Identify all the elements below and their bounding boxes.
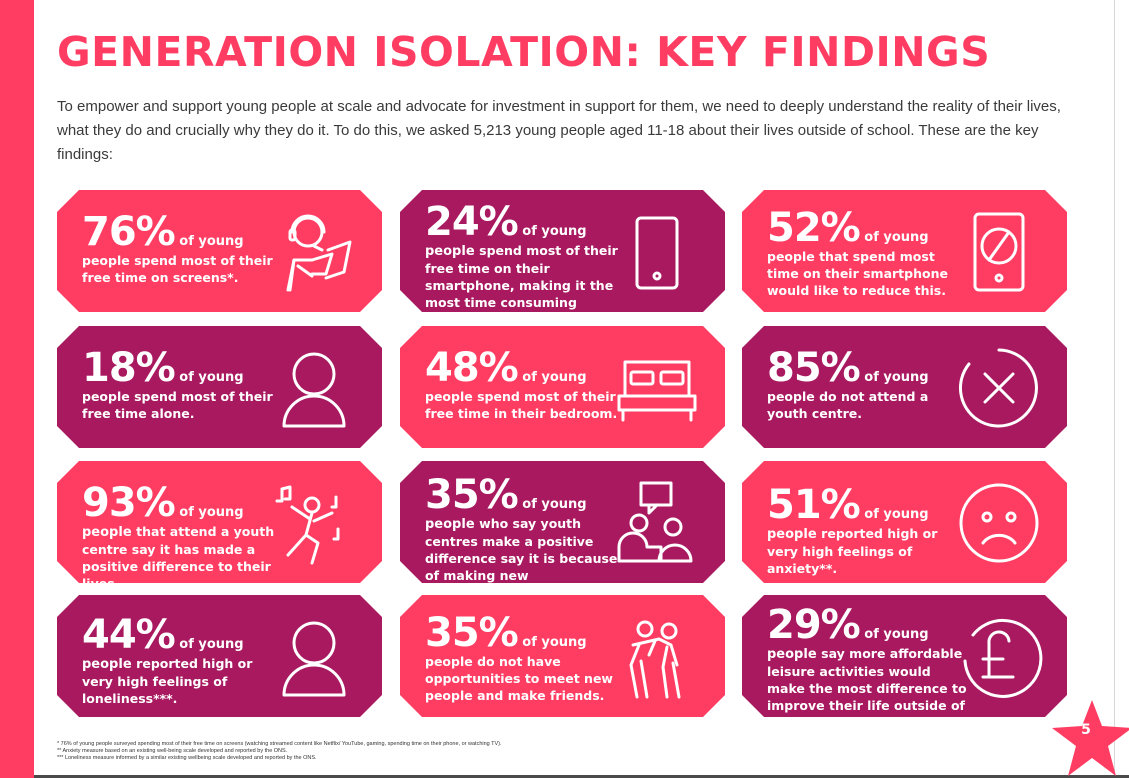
finding-stat: 93% — [82, 480, 176, 526]
footnote-anxiety: ** Anxiety measure based on an existing … — [57, 748, 288, 754]
finding-text: 35% of young people who say youth centre… — [425, 472, 625, 600]
star-icon — [1052, 700, 1129, 776]
finding-stat: 35% — [425, 472, 519, 518]
finding-stat: 24% — [425, 199, 519, 245]
page-bottom-edge — [34, 775, 1129, 778]
finding-card: 93% of young people that attend a youth … — [57, 461, 382, 583]
dancer-icon — [268, 477, 360, 569]
finding-text: 18% of young people spend most of their … — [82, 348, 282, 422]
finding-stat: 76% — [82, 209, 176, 255]
finding-text: 29% of young people say more affordable … — [767, 602, 967, 730]
conversation-icon — [611, 477, 703, 569]
finding-description: people do not attend a youth centre. — [767, 389, 929, 421]
finding-card: 76% of young people spend most of their … — [57, 190, 382, 312]
finding-lead: of young people — [82, 637, 244, 672]
finding-stat: 52% — [767, 205, 861, 251]
finding-text: 51% of young people reported high or ver… — [767, 485, 967, 577]
pound-coin-icon — [953, 611, 1045, 703]
left-accent-bar — [0, 0, 34, 778]
finding-card: 24% of young people spend most of their … — [400, 190, 725, 312]
finding-text: 76% of young people spend most of their … — [82, 212, 282, 286]
finding-description: that attend a youth centre say it has ma… — [82, 524, 275, 591]
finding-stat: 29% — [767, 602, 861, 648]
finding-stat: 51% — [767, 482, 861, 528]
finding-card: 51% of young people reported high or ver… — [742, 461, 1067, 583]
finding-card: 29% of young people say more affordable … — [742, 595, 1067, 717]
finding-card: 44% of young people reported high or ver… — [57, 595, 382, 717]
footnote-screens: * 76% of young people surveyed spending … — [57, 741, 502, 747]
finding-text: 48% of young people spend most of their … — [425, 348, 625, 422]
finding-lead: of young people — [767, 507, 929, 542]
finding-lead: of young — [859, 230, 929, 245]
finding-description: people that spend most time on their sma… — [767, 249, 948, 298]
finding-stat: 44% — [82, 612, 176, 658]
gamer-icon — [268, 206, 360, 298]
finding-lead: of young — [517, 635, 587, 650]
finding-description: people do not have opportunities to meet… — [425, 654, 613, 703]
finding-description: reported high or very high feelings of l… — [82, 656, 253, 706]
person-icon — [268, 342, 360, 434]
person-icon — [268, 611, 360, 703]
finding-lead: of young — [174, 234, 244, 249]
finding-description: reported high or very high feelings of a… — [767, 526, 938, 576]
finding-card: 35% of young people who say youth centre… — [400, 461, 725, 583]
finding-lead: of young — [517, 370, 587, 385]
cross-circle-icon — [953, 342, 1045, 434]
finding-text: 35% of young people do not have opportun… — [425, 613, 625, 704]
finding-text: 24% of young people spend most of their … — [425, 199, 625, 327]
finding-card: 48% of young people spend most of their … — [400, 326, 725, 448]
finding-lead: of young — [859, 370, 929, 385]
finding-lead: of young people — [82, 505, 244, 540]
finding-stat: 48% — [425, 345, 519, 391]
finding-stat: 85% — [767, 345, 861, 391]
finding-card: 18% of young people spend most of their … — [57, 326, 382, 448]
finding-text: 44% of young people reported high or ver… — [82, 615, 282, 707]
footnote-loneliness: *** Loneliness measure informed by a sim… — [57, 755, 317, 761]
finding-text: 93% of young people that attend a youth … — [82, 480, 282, 591]
bed-icon — [611, 342, 703, 434]
finding-text: 85% of young people do not attend a yout… — [767, 348, 967, 422]
finding-description: people spend most of their free time alo… — [82, 389, 273, 421]
no-phone-icon — [953, 206, 1045, 298]
smartphone-icon — [611, 206, 703, 298]
finding-lead: of young people — [767, 627, 929, 662]
sad-face-icon — [953, 477, 1045, 569]
finding-stat: 18% — [82, 345, 176, 391]
finding-card: 85% of young people do not attend a yout… — [742, 326, 1067, 448]
page-edge — [1114, 0, 1129, 778]
friends-icon — [611, 611, 703, 703]
finding-description: spend most of their free time on their s… — [425, 243, 618, 327]
finding-description: say more affordable leisure activities w… — [767, 646, 967, 730]
finding-text: 52% of young people that spend most time… — [767, 208, 967, 299]
finding-stat: 35% — [425, 610, 519, 656]
finding-description: people spend most of their free time in … — [425, 389, 618, 421]
finding-lead: of young people — [425, 224, 587, 259]
finding-description: who say youth centres make a positive di… — [425, 516, 618, 600]
finding-lead: of young — [174, 370, 244, 385]
intro-paragraph: To empower and support young people at s… — [57, 98, 1061, 163]
page-number: 5 — [1081, 722, 1091, 738]
page-title: GENERATION ISOLATION: KEY FINDINGS — [57, 28, 991, 76]
finding-card: 35% of young people do not have opportun… — [400, 595, 725, 717]
finding-description: people spend most of their free time on … — [82, 253, 273, 285]
finding-card: 52% of young people that spend most time… — [742, 190, 1067, 312]
finding-lead: of young people — [425, 497, 587, 532]
footnotes: * 76% of young people surveyed spending … — [57, 741, 757, 762]
